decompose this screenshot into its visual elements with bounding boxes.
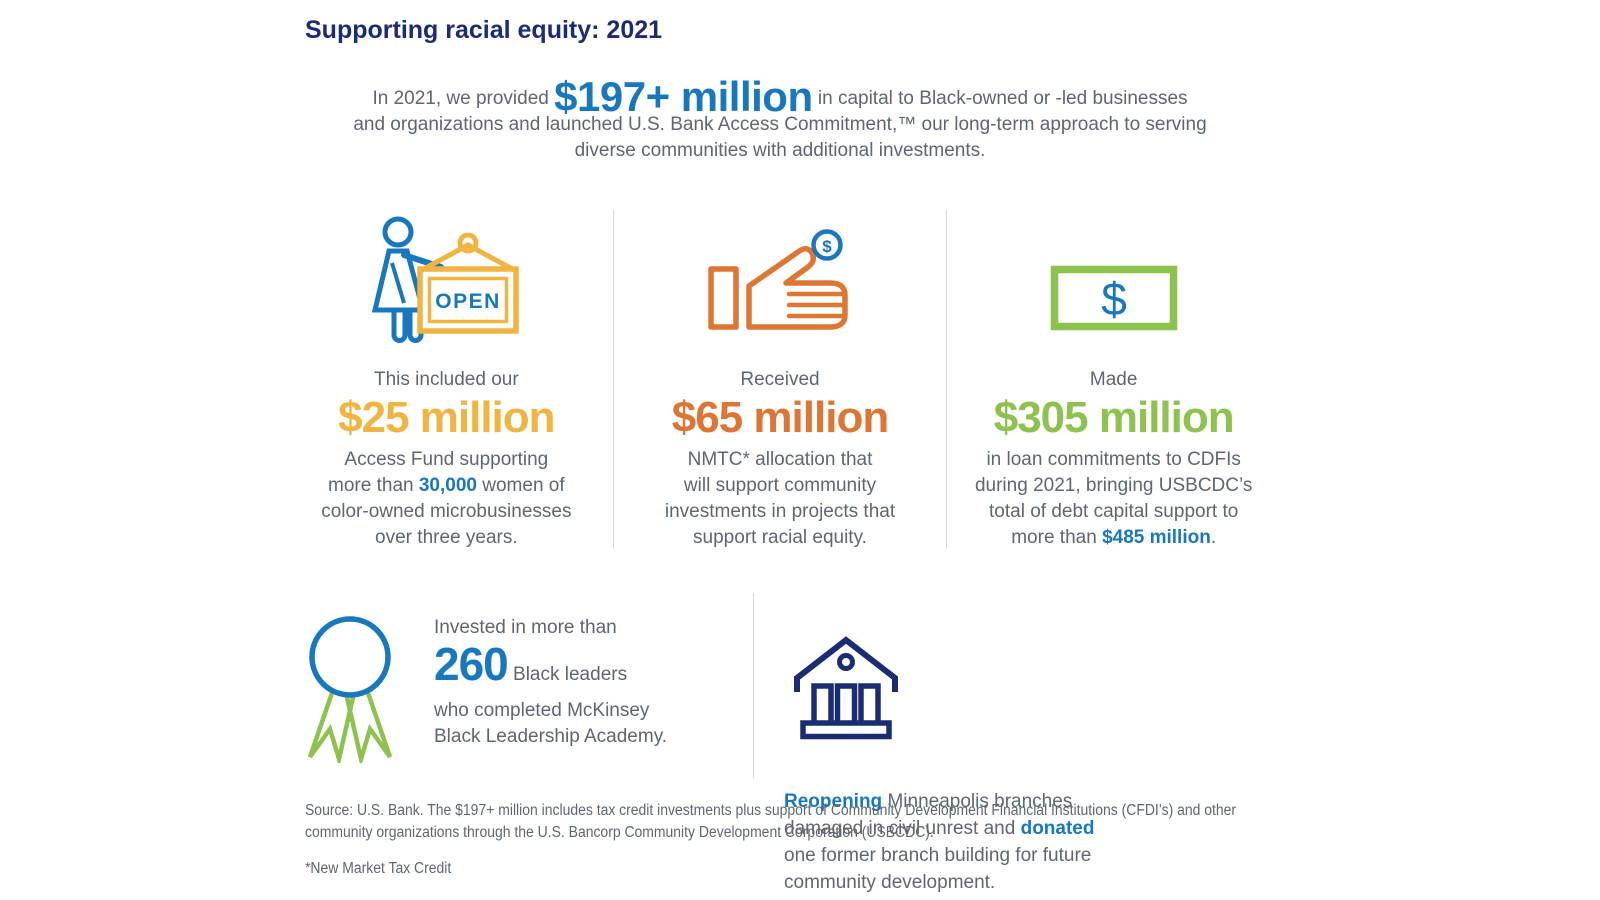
invest-line4: Black Leadership Academy. (434, 726, 668, 747)
invest-number-260: 260 (434, 638, 509, 690)
stat2-body-l4: support racial equity. (693, 527, 867, 548)
bank-building-icon (794, 636, 898, 740)
stat-column-cdfi-loans: $ Made $305 million in loan commitments … (947, 205, 1280, 551)
reopen-line4: community development. (784, 872, 996, 893)
stat1-body-l2-post: women of (476, 475, 565, 496)
hand-coin-icon: $ (708, 229, 848, 330)
stat3-label: Made (1089, 369, 1138, 390)
open-sign-icon-box: OPEN (280, 205, 613, 347)
award-ribbon-icon (307, 616, 393, 763)
reopen-line2-pre: damaged in civil unrest and (784, 818, 1021, 839)
divider-vertical-3 (753, 593, 754, 778)
reopen-line1: Reopening Minneapolis branches (784, 788, 1094, 815)
reopen-line2: damaged in civil unrest and donated (784, 815, 1094, 842)
invest-leaders-block: Invested in more than 260 Black leaders … (280, 593, 753, 781)
reopen-line1-post: Minneapolis branches (882, 791, 1073, 812)
stat3-body-l3: total of debt capital support to (989, 501, 1239, 522)
dollar-bill-icon-box: $ (947, 205, 1280, 347)
invest-line2-rest: Black leaders (507, 664, 628, 685)
reopen-highlight-reopening: Reopening (784, 791, 883, 812)
reopen-highlight-donated: donated (1020, 818, 1095, 839)
stat2-body-l3: investments in projects that (664, 501, 896, 522)
stat1-body-highlight: 30,000 (418, 475, 477, 496)
stat2-body-l2: will support community (683, 475, 877, 496)
reopen-line3: one former branch building for future (784, 845, 1092, 866)
stat3-body-l4-post: . (1210, 527, 1217, 548)
stat3-body-highlight: $485 million (1102, 527, 1211, 548)
stat1-body-l4: over three years. (375, 527, 518, 548)
invest-line1: Invested in more than (434, 617, 617, 638)
intro-line1-post: in capital to Black-owned or -led busine… (812, 88, 1188, 109)
page-title: Supporting racial equity: 2021 (305, 16, 663, 44)
stat1-label: This included our (373, 369, 519, 390)
stats-row: OPEN This included our $25 million Acces… (280, 205, 1280, 551)
stat1-body-l1: Access Fund supporting (344, 449, 549, 470)
stat2-amount: $65 million (671, 393, 889, 442)
reopening-branches-block: Reopening Minneapolis branches damaged i… (754, 593, 1094, 893)
invest-line2: 260 Black leaders (434, 641, 667, 698)
stat1-body-l2-pre: more than (328, 475, 419, 496)
hand-coin-icon-box: $ (614, 205, 947, 347)
person-open-sign-icon: OPEN (372, 216, 520, 343)
stat3-body: in loan commitments to CDFIs during 2021… (947, 447, 1280, 551)
invest-text: Invested in more than 260 Black leaders … (434, 615, 667, 781)
source-line2: community organizations through the U.S.… (305, 824, 934, 841)
reopen-text: Reopening Minneapolis branches damaged i… (784, 788, 1094, 896)
stat3-body-l4-pre: more than (1011, 527, 1103, 548)
stat1-body: Access Fund supporting more than 30,000 … (280, 447, 613, 551)
stat2-body-l1: NMTC* allocation that (687, 449, 873, 470)
stat1-amount: $25 million (338, 393, 555, 442)
stat1-body-l3: color-owned microbusinesses (321, 501, 572, 522)
stat3-body-l2: during 2021, bringing USBCDC’s (974, 475, 1253, 496)
intro-amount-197: $197+ million (554, 73, 813, 120)
stat2-body: NMTC* allocation that will support commu… (614, 447, 947, 551)
source-note: Source: U.S. Bank. The $197+ million inc… (305, 800, 1430, 880)
source-line1: Source: U.S. Bank. The $197+ million inc… (305, 802, 1237, 819)
intro-line3: diverse communities with additional inve… (574, 140, 986, 161)
intro-line1-pre: In 2021, we provided (372, 88, 555, 109)
footnote-nmtc: *New Market Tax Credit (305, 860, 452, 877)
stat3-body-l1: in loan commitments to CDFIs (986, 449, 1241, 470)
bill-dollar-symbol: $ (1101, 273, 1127, 325)
intro-line2: and organizations and launched U.S. Bank… (353, 114, 1207, 135)
open-sign-label: OPEN (436, 290, 502, 313)
bottom-row: Invested in more than 260 Black leaders … (280, 593, 1300, 893)
coin-dollar-symbol: $ (822, 237, 832, 256)
dollar-bill-icon: $ (1050, 265, 1177, 331)
stat-column-access-fund: OPEN This included our $25 million Acces… (280, 205, 613, 551)
divider-vertical-2 (946, 210, 948, 548)
stat3-amount: $305 million (993, 393, 1235, 442)
intro-text: In 2021, we provided $197+ million in ca… (280, 76, 1280, 164)
stat-column-nmtc: $ Received $65 million NMTC* allocation … (614, 205, 947, 551)
invest-line3: who completed McKinsey (434, 700, 650, 721)
stat2-label: Received (740, 369, 820, 390)
divider-vertical-1 (612, 210, 614, 548)
